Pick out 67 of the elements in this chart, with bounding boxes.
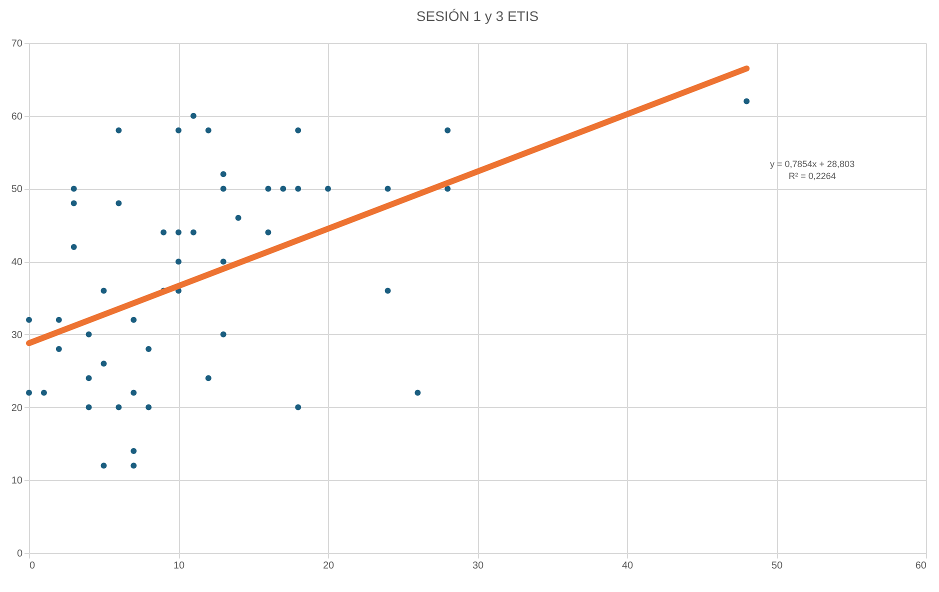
point bbox=[220, 258, 226, 265]
point bbox=[325, 186, 331, 192]
point bbox=[100, 462, 107, 469]
y-tick-label: 60 bbox=[11, 111, 23, 122]
point bbox=[205, 375, 212, 382]
point bbox=[384, 288, 391, 294]
point bbox=[130, 316, 137, 323]
point bbox=[70, 244, 77, 250]
x-tick-label: 20 bbox=[322, 560, 334, 572]
y-tick-label: 30 bbox=[11, 330, 23, 341]
point bbox=[220, 331, 226, 338]
point bbox=[86, 375, 92, 382]
point bbox=[265, 186, 272, 192]
point bbox=[100, 360, 107, 367]
point bbox=[444, 186, 451, 192]
y-tick-label: 20 bbox=[11, 402, 23, 414]
point bbox=[176, 229, 182, 236]
point bbox=[146, 404, 152, 410]
y-tick-label: 50 bbox=[11, 184, 23, 196]
point bbox=[116, 200, 122, 206]
point bbox=[26, 316, 32, 323]
point bbox=[56, 316, 62, 323]
x-tick-label: 50 bbox=[771, 560, 783, 572]
x-tick-label: 0 bbox=[30, 560, 36, 572]
point bbox=[205, 127, 212, 134]
point bbox=[86, 331, 92, 338]
point bbox=[414, 390, 421, 396]
point bbox=[56, 346, 62, 352]
y-tick-label: 0 bbox=[16, 548, 23, 560]
point bbox=[86, 404, 92, 410]
y-tick-label: 10 bbox=[11, 476, 23, 487]
point bbox=[70, 200, 77, 206]
point bbox=[444, 127, 451, 134]
point bbox=[176, 258, 182, 265]
point bbox=[744, 98, 750, 104]
x-tick-label: 40 bbox=[622, 560, 634, 572]
point bbox=[26, 390, 32, 396]
point bbox=[160, 229, 167, 236]
point bbox=[176, 127, 182, 134]
point bbox=[220, 186, 226, 192]
point bbox=[235, 214, 242, 221]
point bbox=[130, 448, 137, 454]
chart-title: SESIÓN 1 y 3 ETIS bbox=[416, 8, 539, 24]
point bbox=[384, 186, 391, 192]
annotation: R² = 0,2264 bbox=[788, 170, 837, 182]
point bbox=[116, 404, 122, 410]
annotation: y = 0,7854x + 28,803 bbox=[770, 158, 855, 170]
point bbox=[265, 229, 272, 236]
point bbox=[295, 127, 302, 134]
point bbox=[70, 186, 77, 192]
point bbox=[190, 229, 196, 236]
point bbox=[130, 390, 137, 396]
point bbox=[190, 112, 196, 119]
point bbox=[116, 127, 122, 134]
x-tick-label: 30 bbox=[472, 560, 484, 572]
point bbox=[295, 404, 302, 410]
point bbox=[100, 288, 107, 294]
x-tick-label: 10 bbox=[173, 560, 185, 572]
point bbox=[295, 186, 302, 192]
point bbox=[146, 346, 152, 352]
x-tick-label: 60 bbox=[915, 560, 927, 572]
point bbox=[280, 186, 286, 192]
point bbox=[130, 462, 137, 469]
point bbox=[40, 390, 47, 396]
y-tick-label: 40 bbox=[11, 257, 23, 268]
point bbox=[220, 171, 226, 178]
y-tick-label: 70 bbox=[11, 38, 23, 50]
